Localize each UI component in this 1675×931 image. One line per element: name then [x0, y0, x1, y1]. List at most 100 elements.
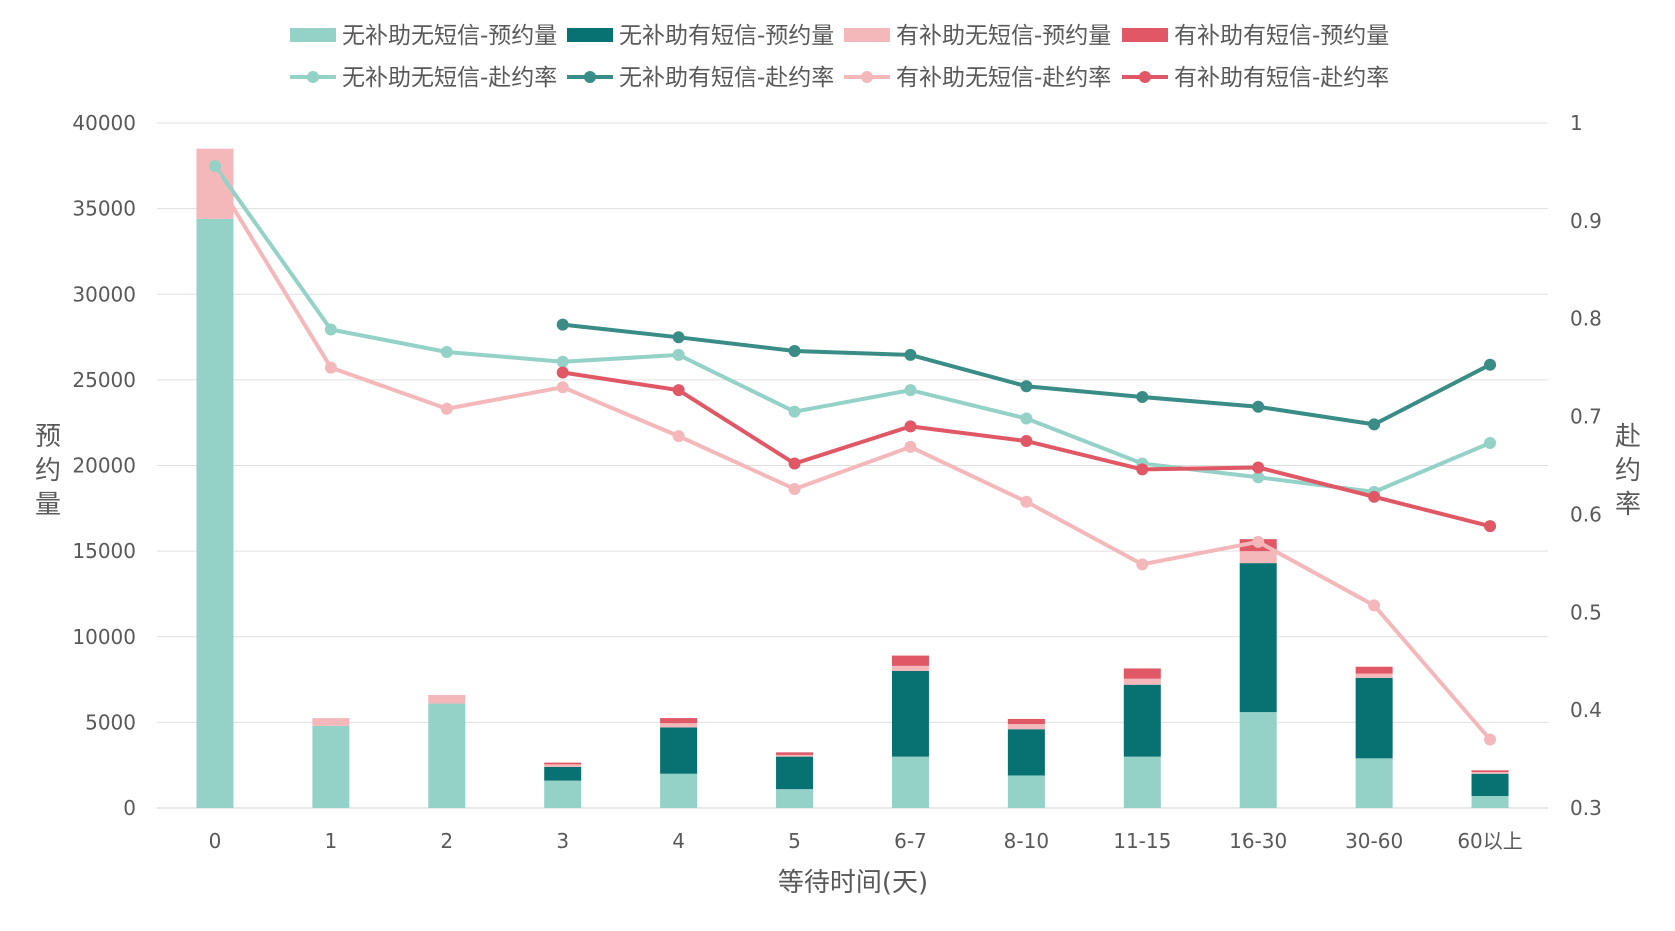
data-point	[1252, 461, 1265, 474]
bar-segment	[196, 218, 234, 808]
x-tick-label: 8-10	[1004, 829, 1049, 853]
legend-marker	[307, 71, 319, 83]
x-tick-label: 3	[556, 829, 569, 853]
bar-segment	[660, 718, 698, 724]
data-point	[1020, 412, 1033, 425]
data-point	[904, 348, 917, 361]
data-point	[1252, 535, 1265, 548]
legend-swatch	[844, 28, 890, 42]
data-point	[1484, 520, 1497, 533]
bar-segment	[891, 655, 929, 666]
legend-swatch	[567, 28, 613, 42]
bar-segment	[544, 766, 582, 781]
data-point	[556, 355, 569, 368]
bar-segment	[891, 665, 929, 671]
bar-segment	[1355, 758, 1393, 808]
data-point	[1368, 599, 1381, 612]
bar-segment	[1123, 668, 1161, 679]
data-point	[208, 171, 221, 184]
data-point	[556, 366, 569, 379]
right-tick-label: 0.5	[1570, 600, 1602, 624]
legend-marker	[584, 71, 596, 83]
x-tick-label: 0	[209, 829, 222, 853]
data-point	[1484, 436, 1497, 449]
data-point	[1136, 463, 1149, 476]
x-tick-label: 60以上	[1457, 829, 1522, 853]
bar-segment	[1123, 756, 1161, 808]
left-tick-label: 15000	[72, 539, 136, 563]
bar-segment	[1239, 712, 1277, 808]
axis-title-char: 量	[35, 490, 61, 520]
data-point	[788, 482, 801, 495]
data-point	[440, 345, 453, 358]
bar-segment	[544, 764, 582, 767]
gridlines	[157, 122, 1548, 809]
legend-label: 有补助有短信-预约量	[1174, 23, 1389, 49]
axis-title-char: 预	[35, 422, 61, 452]
legend-marker	[1139, 71, 1151, 83]
right-tick-label: 0.6	[1570, 502, 1602, 526]
bar-segment	[1007, 718, 1045, 725]
left-tick-label: 35000	[72, 197, 136, 221]
bar-segment	[312, 718, 350, 726]
bar-segment	[1007, 724, 1045, 730]
bar-segment	[776, 752, 814, 755]
data-point	[672, 348, 685, 361]
x-tick-label: 11-15	[1113, 829, 1171, 853]
bar-segment	[544, 762, 582, 765]
bar-segment	[544, 780, 582, 808]
axis-title-char: 约	[35, 456, 61, 486]
legend-swatch	[1122, 28, 1168, 42]
data-point	[672, 331, 685, 344]
bar-segment	[1471, 796, 1509, 808]
left-tick-label: 40000	[72, 111, 136, 135]
legend-label: 无补助无短信-赴约率	[342, 65, 557, 91]
left-axis-ticks: 0 5000 10000 15000 20000 25000 30000 35000 40000	[72, 111, 136, 820]
data-point	[1136, 558, 1149, 571]
x-tick-label: 5	[788, 829, 801, 853]
data-point	[1136, 391, 1149, 403]
series-line	[560, 322, 1493, 427]
data-point	[324, 361, 337, 374]
right-tick-label: 0.4	[1570, 698, 1602, 722]
data-point	[672, 384, 685, 397]
right-tick-label: 0.9	[1570, 209, 1602, 233]
x-tick-label: 30-60	[1345, 829, 1403, 853]
bar-segment	[1123, 678, 1161, 685]
bar-segment	[1123, 684, 1161, 757]
right-axis-ticks: 0.3 0.4 0.5 0.6 0.7 0.8 0.9 1	[1570, 111, 1602, 820]
x-tick-label: 6-7	[894, 829, 927, 853]
lines	[208, 160, 1497, 746]
bar-segment	[1355, 673, 1393, 678]
bar-segment	[660, 773, 698, 808]
legend-marker	[861, 71, 873, 83]
data-point	[1484, 733, 1497, 746]
left-tick-label: 0	[123, 796, 136, 820]
x-axis-title: 等待时间(天)	[778, 868, 928, 898]
data-point	[1020, 495, 1033, 508]
right-tick-label: 1	[1570, 111, 1583, 135]
x-tick-label: 16-30	[1229, 829, 1287, 853]
data-point	[1252, 471, 1265, 484]
left-axis-title: 预约量	[35, 422, 61, 520]
axis-title-char: 赴	[1615, 422, 1641, 452]
bar-segment	[776, 754, 814, 757]
legend-label: 无补助无短信-预约量	[342, 23, 557, 49]
series-line	[212, 175, 1493, 742]
bar-segment	[891, 756, 929, 808]
right-tick-label: 0.8	[1570, 307, 1602, 331]
bar-segment	[1471, 772, 1509, 774]
right-axis-title: 赴约率	[1615, 422, 1641, 520]
axis-title-char: 率	[1615, 490, 1641, 520]
bar-segment	[776, 756, 814, 790]
data-point	[324, 323, 337, 336]
left-tick-label: 20000	[72, 454, 136, 478]
bar-segment	[1239, 563, 1277, 713]
legend-label: 无补助有短信-预约量	[619, 23, 834, 49]
x-tick-label: 4	[672, 829, 685, 853]
data-point	[1020, 435, 1033, 448]
x-axis-ticks: 0 1 2 3 4 5 6-7 8-10 11-15 16-30 30-60 60以上	[209, 829, 1523, 853]
legend-label: 有补助有短信-赴约率	[1174, 65, 1389, 91]
data-point	[672, 430, 685, 443]
